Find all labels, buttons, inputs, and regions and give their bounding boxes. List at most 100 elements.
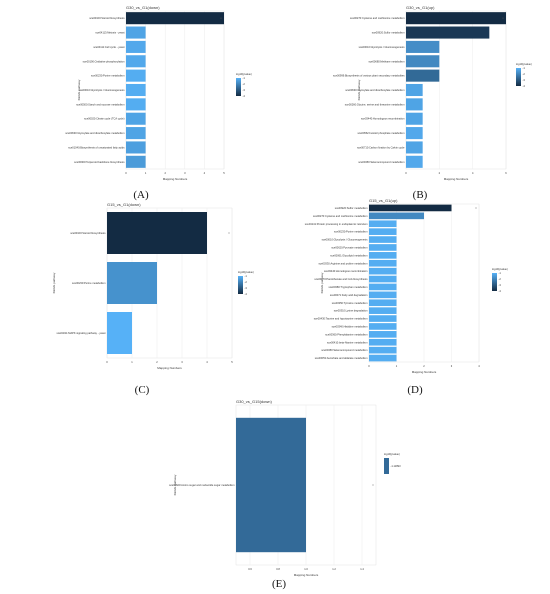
- y-tick-label: sce00562:Inositol phosphate metabolism: [357, 131, 404, 135]
- x-tick-label: 1.0: [304, 567, 308, 571]
- panel-b: G30_vs_G1(up) 0 2 4 6 sce00270:Cysteine and m…: [333, 4, 548, 184]
- panel-e: G30_vs_G15(down) 0.6 0.8 1.0 1.2 1.4 sce00520:…: [156, 395, 411, 577]
- x-tick-label: 0: [125, 171, 127, 175]
- legend-tick-label: -1: [243, 76, 246, 80]
- x-axis-title: Mapping Numbers: [294, 573, 319, 577]
- x-tick-label: 0.8: [276, 567, 280, 571]
- chart-a: G30_vs_G1(down) 0 1 2 3 4 5 sce00100:Steroid bi…: [65, 5, 252, 181]
- x-axis-title: Mapping Numbers: [444, 177, 469, 181]
- legend-tick-label: -1: [499, 271, 502, 275]
- y-axis-title: KEGG pathway: [320, 272, 324, 293]
- x-tick-label: 4: [204, 171, 206, 175]
- legend-tick-label: -1: [523, 66, 526, 70]
- x-tick-label: 0: [405, 171, 407, 175]
- y-tick-label: sce00100:Steroid biosynthesis: [89, 16, 125, 20]
- panel-c-letter: (C): [134, 384, 150, 396]
- x-tick-label: 2: [439, 171, 441, 175]
- x-tick-label: 0.6: [248, 567, 252, 571]
- bar: [369, 315, 397, 322]
- y-tick-label: sce00100:Steroid biosynthesis: [70, 231, 106, 235]
- bar: [369, 244, 397, 251]
- legend-title: log10(pvalue): [236, 72, 252, 76]
- y-tick-label: sce00270:Cysteine and methionine metabol…: [313, 214, 368, 218]
- bar: [126, 69, 146, 82]
- marker-dot: [372, 484, 374, 486]
- bar: [369, 252, 397, 259]
- bar: [406, 127, 423, 140]
- x-tick-label: 2: [156, 360, 158, 364]
- legend-tick-label: -3: [523, 78, 526, 82]
- bar: [107, 212, 207, 254]
- legend-colorbar: [516, 68, 521, 86]
- bar: [126, 40, 146, 53]
- legend-colorbar: [238, 276, 243, 294]
- y-tick-label: sce00620:Pyruvate metabolism: [331, 245, 367, 249]
- legend-tick-label: -2: [499, 277, 502, 281]
- bar: [406, 141, 423, 154]
- y-tick-label: sce00020:Citrate cycle (TCA cycle): [84, 117, 124, 121]
- legend-tick-label: -3: [243, 88, 246, 92]
- chart-c: G15_vs_G1(down) 0 1 2 3 4 5 sce00100:Steroid bi…: [52, 202, 254, 370]
- y-tick-label: sce00450:Selenocompound metabolism: [321, 348, 367, 352]
- x-tick-label: 1: [396, 364, 398, 368]
- bar: [369, 323, 397, 330]
- marker-dot: [475, 207, 477, 209]
- bar: [369, 338, 397, 346]
- bar: [406, 12, 506, 25]
- legend-colorbar: [384, 458, 389, 474]
- bar: [126, 83, 146, 97]
- y-tick-label: sce00999:Biosynthesis of various plant s…: [333, 74, 405, 78]
- y-tick-label: sce01040:Biosynthesis of unsaturated fat…: [68, 145, 125, 149]
- bar: [369, 267, 397, 275]
- y-tick-label: sce00380:Tryptophan metabolism: [329, 285, 368, 289]
- x-tick-label: 3: [181, 360, 183, 364]
- y-tick-label: sce04113:Meiosis - yeast: [95, 31, 124, 35]
- bar: [126, 127, 146, 140]
- panel-d-letter: (D): [407, 384, 423, 396]
- y-tick-label: sce00630:Glyoxylate and dicarboxylate me…: [345, 88, 404, 92]
- bar: [126, 12, 224, 25]
- bar: [369, 331, 397, 338]
- x-tick-label: 2: [164, 171, 166, 175]
- bar: [369, 259, 397, 267]
- legend-title: log10(pvalue): [238, 270, 254, 274]
- chart-d: G15_vs_G1(up) 0 1 2 3 4 sce00920:Sulfur metabo…: [305, 198, 508, 374]
- x-tick-label: 1.4: [360, 567, 364, 571]
- bar: [369, 307, 397, 314]
- legend-tick-label: -2: [523, 72, 526, 76]
- y-tick-label: sce00053:Ascorbate and aldarate metaboli…: [315, 356, 368, 360]
- panel-a-letter: (A): [133, 189, 149, 201]
- x-tick-label: 0: [368, 364, 370, 368]
- panel-b-letter: (B): [412, 189, 428, 201]
- legend-title: log10(pvalue): [516, 62, 532, 66]
- bar: [406, 40, 440, 53]
- bar: [406, 155, 423, 168]
- chart-title: G30_vs_G1(down): [126, 5, 160, 10]
- legend-tick-label: -4: [245, 292, 248, 296]
- y-tick-label: sce00010:Glycolysis / Gluconeogenesis: [322, 238, 369, 242]
- marker-dot: [220, 17, 222, 19]
- y-tick-label: sce04111:Cell cycle - yeast: [93, 45, 124, 49]
- y-tick-label: sce03440:Homologous recombination: [361, 117, 405, 121]
- y-tick-label: sce00071:Fatty acid degradation: [330, 293, 368, 297]
- chart-b: G30_vs_G1(up) 0 2 4 6 sce00270:Cysteine and m…: [333, 5, 532, 181]
- y-tick-label: sce00770:Pantothenate and CoA biosynthes…: [314, 277, 368, 281]
- y-tick-label: sce00450:Selenocompound metabolism: [358, 160, 404, 164]
- marker-dot: [228, 232, 230, 234]
- legend-tick-label: -2: [243, 82, 246, 86]
- legend-tick-label: -1.11893: [391, 464, 402, 468]
- y-tick-label: sce00920:Sulfur metabolism: [372, 31, 405, 35]
- chart-title: G30_vs_G15(down): [236, 399, 272, 404]
- y-tick-label: sce00520:Amino sugar and nucleotide suga…: [169, 483, 234, 487]
- bar: [406, 83, 423, 97]
- x-tick-label: 1: [131, 360, 133, 364]
- x-tick-label: 1: [145, 171, 147, 175]
- y-tick-label: sce00010:Glycolysis / Gluconeogenesis: [359, 45, 406, 49]
- bar: [126, 155, 146, 168]
- y-tick-label: sce00190:Oxidative phosphorylation: [83, 59, 125, 63]
- panel-c: G15_vs_G1(down) 0 1 2 3 4 5 sce00100:Steroid bi…: [52, 198, 257, 373]
- x-tick-label: 4: [206, 360, 208, 364]
- bar: [107, 262, 157, 304]
- x-tick-label: 5: [231, 360, 233, 364]
- bar: [369, 275, 397, 283]
